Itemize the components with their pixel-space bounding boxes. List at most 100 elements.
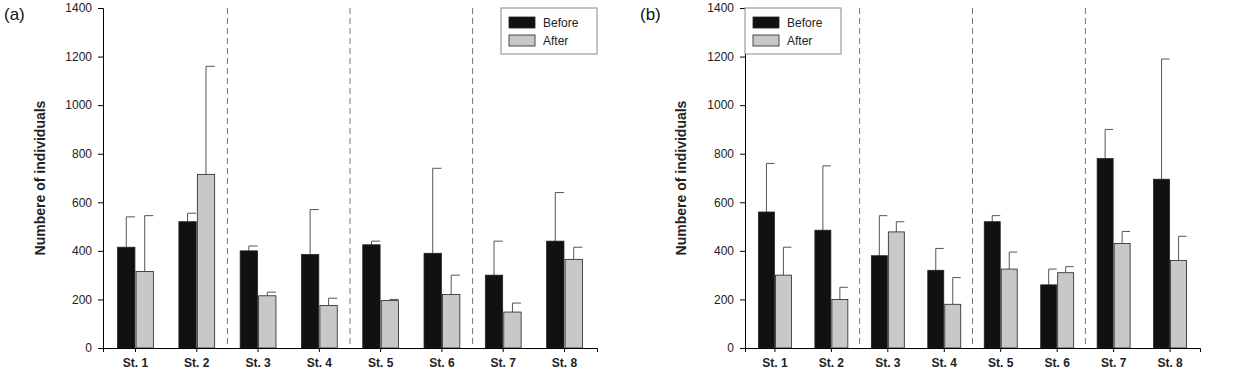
error-cap: [953, 277, 961, 278]
error-bar: [205, 66, 206, 174]
separator: [1085, 8, 1086, 348]
error-cap: [783, 247, 791, 248]
error-bar: [494, 241, 495, 275]
y-tick-mark: [740, 57, 745, 58]
x-tick-mark: [196, 348, 197, 352]
error-cap: [574, 247, 583, 248]
x-axis-line: [746, 349, 1201, 353]
legend-label: Before: [787, 16, 823, 30]
error-cap: [1009, 252, 1017, 253]
bar: [775, 275, 791, 348]
y-axis: 0200400600800100012001400: [707, 1, 745, 355]
y-tick-mark: [98, 202, 103, 203]
x-tick: St. 3: [245, 348, 271, 370]
error-cap: [188, 213, 197, 214]
legend-label: After: [543, 34, 568, 48]
y-tick-label: 400: [714, 244, 734, 258]
error-bar: [248, 246, 249, 251]
bar: [758, 212, 774, 348]
plot-marks: [758, 59, 1186, 348]
y-tick-mark: [740, 105, 745, 106]
y-tick-mark: [98, 348, 103, 349]
x-tick-mark: [258, 348, 259, 352]
y-tick-mark: [740, 348, 745, 349]
x-tick-mark: [831, 348, 832, 352]
y-axis-title: Numbere of individuals: [673, 100, 689, 255]
bar: [259, 296, 276, 348]
error-bar: [573, 247, 574, 259]
x-tick-mark: [319, 348, 320, 352]
x-tick: St. 8: [552, 348, 578, 370]
x-axis-line: [104, 349, 598, 353]
y-tick: 1200: [65, 50, 103, 64]
bar: [320, 306, 337, 349]
x-tick-label: St. 3: [245, 356, 271, 370]
error-cap: [494, 241, 503, 242]
error-cap: [879, 215, 887, 216]
y-tick-label: 1000: [707, 98, 734, 112]
x-tick-mark: [1113, 348, 1114, 352]
y-tick: 1000: [707, 98, 745, 112]
x-tick-label: St. 2: [184, 356, 210, 370]
separator: [972, 8, 973, 348]
bar: [136, 272, 153, 349]
bar: [832, 299, 848, 348]
x-tick: St. 1: [123, 348, 149, 370]
legend-box: [501, 8, 597, 54]
panel: 0200400600800100012001400St. 1St. 2St. 3…: [4, 1, 598, 369]
bar: [928, 270, 944, 348]
series: [118, 168, 564, 348]
x-tick-label: St. 4: [307, 356, 333, 370]
y-tick-label: 0: [85, 341, 92, 355]
figure: 0200400600800100012001400St. 1St. 2St. 3…: [0, 0, 1239, 381]
bar: [381, 301, 398, 348]
y-tick: 200: [72, 293, 103, 307]
error-bar: [1178, 236, 1179, 260]
error-cap: [555, 192, 564, 193]
bar: [363, 245, 380, 348]
y-tick-mark: [740, 202, 745, 203]
y-tick: 1400: [707, 1, 745, 15]
legend-box: [745, 8, 841, 54]
x-tick-mark: [1057, 348, 1058, 352]
y-tick: 0: [85, 341, 103, 355]
legend-entry: Before: [509, 16, 579, 30]
y-tick-label: 800: [714, 147, 734, 161]
error-bar: [432, 168, 433, 253]
y-tick-mark: [740, 8, 745, 9]
bar: [945, 304, 961, 348]
bar: [485, 275, 502, 348]
error-bar: [783, 247, 784, 275]
error-bar: [822, 166, 823, 230]
x-tick-mark: [944, 348, 945, 352]
x-tick-label: St. 1: [123, 356, 149, 370]
y-axis-line: [98, 9, 104, 349]
error-cap: [1122, 231, 1130, 232]
x-tick-label: St. 4: [932, 356, 958, 370]
error-cap: [1066, 266, 1074, 267]
error-cap: [390, 299, 399, 300]
legend-swatch: [509, 35, 535, 46]
y-tick-mark: [98, 299, 103, 300]
x-tick-mark: [503, 348, 504, 352]
x-tick-label: St. 5: [988, 356, 1014, 370]
error-cap: [936, 248, 944, 249]
x-tick: St. 1: [762, 348, 788, 370]
error-bar: [267, 292, 268, 296]
y-tick-label: 200: [714, 293, 734, 307]
series: [775, 222, 1186, 348]
panel: 0200400600800100012001400St. 1St. 2St. 3…: [640, 1, 1201, 369]
error-bar: [952, 278, 953, 305]
x-tick-mark: [774, 348, 775, 352]
separator: [859, 8, 860, 348]
x-tick: St. 3: [875, 348, 901, 370]
y-tick: 1000: [65, 98, 103, 112]
error-bar: [451, 275, 452, 294]
error-bar: [766, 163, 767, 212]
separators: [227, 8, 472, 348]
bar: [240, 251, 257, 348]
legend-entry: After: [509, 34, 568, 48]
y-tick-label: 200: [72, 293, 92, 307]
y-tick-mark: [98, 251, 103, 252]
bar: [547, 241, 564, 348]
